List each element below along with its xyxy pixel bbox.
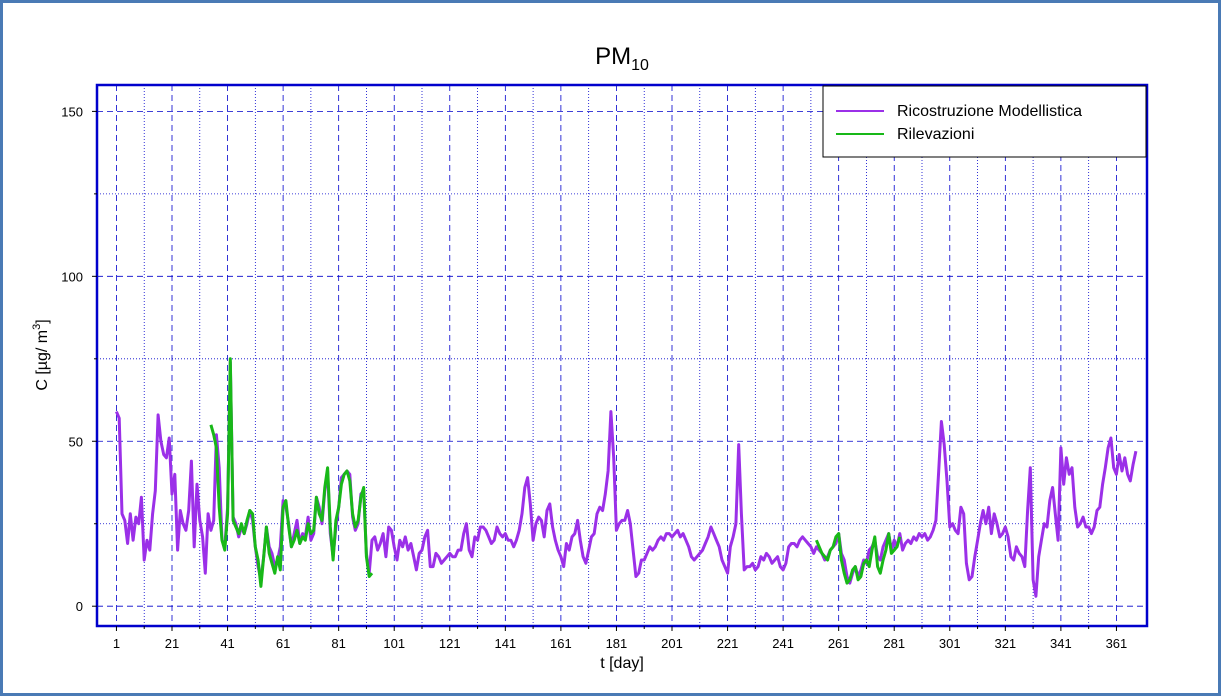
- y-axis-label-main: C [µg/ m: [34, 330, 51, 391]
- x-tick-label: 101: [383, 636, 405, 651]
- y-tick-label: 0: [76, 599, 83, 614]
- x-tick-label: 321: [994, 636, 1016, 651]
- ticks-layer: 1 21 41 61 81 101 121 141 161 181 201 221 241 261 281 3…: [61, 104, 1127, 651]
- plot-border: [95, 83, 1149, 628]
- x-tick-label: 301: [939, 636, 961, 651]
- series-line-observed: [815, 532, 902, 585]
- chart-title-main: PM: [595, 43, 631, 70]
- x-tick-label: 81: [331, 636, 345, 651]
- y-tick-label: 50: [69, 434, 83, 449]
- series-line-observed: [209, 357, 374, 588]
- x-tick-label: 181: [606, 636, 628, 651]
- y-axis-label: C [µg/ m3]: [31, 319, 51, 390]
- series-layer: [115, 357, 1138, 598]
- y-tick-label: 150: [61, 104, 83, 119]
- x-tick-label: 261: [828, 636, 850, 651]
- x-tick-label: 21: [165, 636, 179, 651]
- x-tick-label: 141: [494, 636, 516, 651]
- y-tick-label: 100: [61, 269, 83, 284]
- y-axis-label-close: ]: [34, 319, 51, 323]
- x-tick-label: 241: [772, 636, 794, 651]
- x-tick-label: 201: [661, 636, 683, 651]
- legend: Ricostruzione Modellistica Rilevazioni: [822, 85, 1147, 158]
- x-tick-label: 281: [883, 636, 905, 651]
- x-tick-label: 361: [1106, 636, 1128, 651]
- legend-label-model: Ricostruzione Modellistica: [897, 103, 1082, 120]
- legend-box: [822, 85, 1147, 158]
- x-tick-label: 341: [1050, 636, 1072, 651]
- chart-title-subscript: 10: [631, 57, 649, 74]
- legend-label-observed: Rilevazioni: [897, 126, 974, 143]
- x-tick-label: 61: [276, 636, 290, 651]
- x-tick-label: 161: [550, 636, 572, 651]
- x-tick-label: 221: [717, 636, 739, 651]
- x-tick-label: 121: [439, 636, 461, 651]
- y-axis-label-superscript: 3: [31, 324, 43, 330]
- x-axis-label: t [day]: [600, 655, 644, 672]
- x-tick-label: 41: [220, 636, 234, 651]
- series-line-model: [115, 360, 1138, 598]
- chart-title: PM10: [595, 43, 649, 74]
- x-tick-label: 1: [113, 636, 120, 651]
